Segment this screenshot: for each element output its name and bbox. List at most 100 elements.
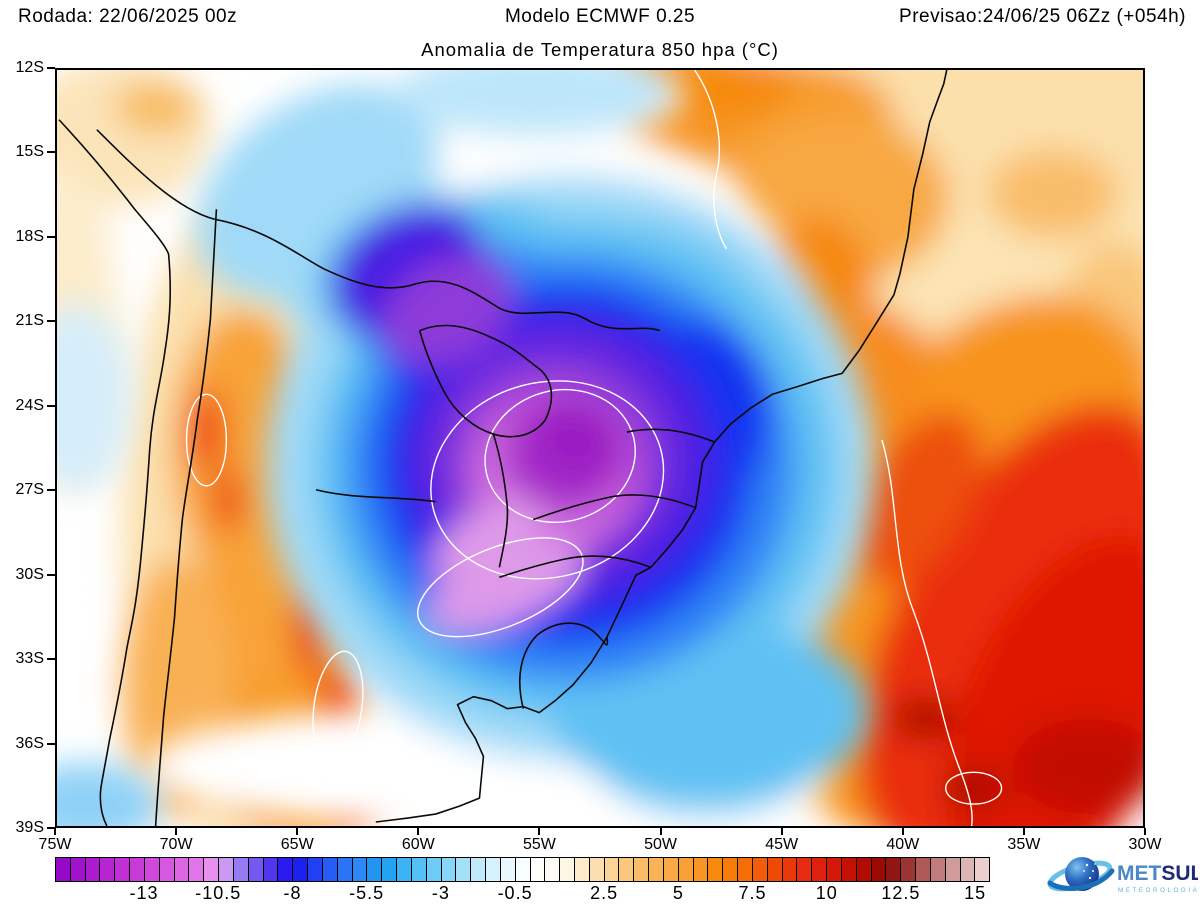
colorbar-cell	[218, 858, 233, 881]
logo-text-met: METSUL	[1117, 862, 1198, 885]
colorbar-cell	[158, 858, 174, 881]
colorbar-cell	[633, 858, 649, 881]
lat-tick	[47, 67, 55, 69]
lat-tick	[47, 742, 55, 745]
lon-tick	[901, 828, 904, 835]
colorbar-tick-label: -8	[283, 883, 302, 903]
forecast-valid-time: Previsao:24/06/25 06Zz (+054h)	[899, 6, 1186, 27]
lon-tick-label: 55W	[522, 836, 556, 853]
lon-tick-label: 40W	[886, 836, 920, 853]
colorbar-cell	[707, 858, 723, 881]
colorbar-cell	[366, 858, 382, 881]
colorbar-cell	[648, 858, 663, 881]
lon-tick-label: 50W	[644, 836, 677, 853]
colorbar-cell	[959, 858, 975, 881]
colorbar-cell	[544, 858, 560, 881]
colorbar-cell	[811, 858, 827, 881]
colorbar-cell	[796, 858, 812, 881]
colorbar-tick-label: 5	[672, 883, 684, 903]
colorbar-cell	[114, 858, 130, 881]
lat-tick-label: 36S	[15, 734, 44, 752]
colorbar-cell	[99, 858, 115, 881]
colorbar-cell	[514, 858, 530, 881]
lat-tick-label: 33S	[15, 650, 44, 668]
colorbar-cell	[826, 858, 841, 881]
lon-tick-label: 75W	[38, 836, 72, 853]
temperature-colorbar	[55, 857, 990, 882]
colorbar-cell	[766, 858, 782, 881]
colorbar-cell	[559, 858, 574, 881]
lon-tick	[175, 828, 178, 835]
lat-tick	[47, 489, 55, 492]
colorbar-tick-label: -0.5	[497, 883, 533, 903]
colorbar-tick-label: 2.5	[590, 883, 619, 903]
lon-tick	[1144, 828, 1146, 835]
lon-tick-label: 30W	[1128, 836, 1162, 853]
colorbar-cell	[974, 858, 990, 881]
lat-tick	[47, 404, 55, 407]
country-borders	[58, 70, 948, 826]
colorbar-cell	[915, 858, 930, 881]
colorbar-cell	[870, 858, 886, 881]
colorbar-cell	[855, 858, 871, 881]
colorbar-cell	[900, 858, 916, 881]
logo-subtitle: METEOROLOGIA	[1118, 887, 1198, 894]
lon-tick	[54, 828, 56, 835]
lat-tick	[47, 320, 55, 323]
colorbar-cell	[84, 858, 100, 881]
colorbar-cell	[499, 858, 515, 881]
colorbar-cell	[262, 858, 278, 881]
colorbar-tick-label: -10.5	[195, 883, 242, 903]
colorbar-cell	[307, 858, 322, 881]
colorbar-cell	[485, 858, 500, 881]
lat-tick-label: 30S	[15, 565, 44, 583]
colorbar-cell	[351, 858, 367, 881]
anomaly-field-svg	[57, 70, 1143, 826]
colorbar-cell	[425, 858, 441, 881]
run-timestamp: Rodada: 22/06/2025 00z	[18, 6, 238, 27]
planet-icon	[1047, 857, 1115, 892]
lat-tick	[47, 573, 55, 576]
map-title: Anomalia de Temperatura 850 hpa (°C)	[421, 39, 779, 60]
colorbar-cell	[247, 858, 263, 881]
colorbar-tick-label: 10	[815, 883, 838, 903]
colorbar-cell	[751, 858, 767, 881]
colorbar-cell	[573, 858, 589, 881]
colorbar-tick-label: 12.5	[881, 883, 921, 903]
colorbar-cell	[840, 858, 856, 881]
colorbar-cell	[781, 858, 797, 881]
colorbar-cell	[677, 858, 693, 881]
lat-tick	[47, 658, 55, 661]
colorbar-cell	[885, 858, 901, 881]
colorbar-cell	[470, 858, 486, 881]
lon-tick	[296, 828, 299, 835]
colorbar-cell	[396, 858, 411, 881]
colorbar-cell	[277, 858, 293, 881]
metsul-logo: METSUL METEOROLOGIA	[1047, 857, 1198, 894]
colorbar-cell	[336, 858, 352, 881]
lon-tick	[417, 828, 420, 835]
lat-tick-label: 24S	[15, 396, 44, 414]
colorbar-tick-label: 7.5	[738, 883, 767, 903]
lon-tick-label: 60W	[401, 836, 435, 853]
colorbar-cell	[203, 858, 219, 881]
colorbar-cell	[737, 858, 752, 881]
colorbar-cell	[173, 858, 189, 881]
lat-tick-label: 12S	[15, 59, 44, 76]
lon-tick-label: 35W	[1007, 836, 1041, 853]
lat-tick-label: 27S	[15, 481, 44, 499]
colorbar-tick-label: 15	[964, 883, 987, 903]
lon-tick	[659, 828, 662, 835]
colorbar-cell	[232, 858, 248, 881]
colorbar-cell	[292, 858, 308, 881]
colorbar-cell	[618, 858, 634, 881]
model-name: Modelo ECMWF 0.25	[504, 6, 696, 27]
lat-tick-label: 39S	[15, 819, 44, 836]
colorbar-cell	[529, 858, 545, 881]
colorbar-cell	[692, 858, 708, 881]
lon-tick	[780, 828, 783, 835]
lon-tick-label: 45W	[765, 836, 799, 853]
contour-lines	[185, 70, 1003, 826]
colorbar-cell	[69, 858, 85, 881]
